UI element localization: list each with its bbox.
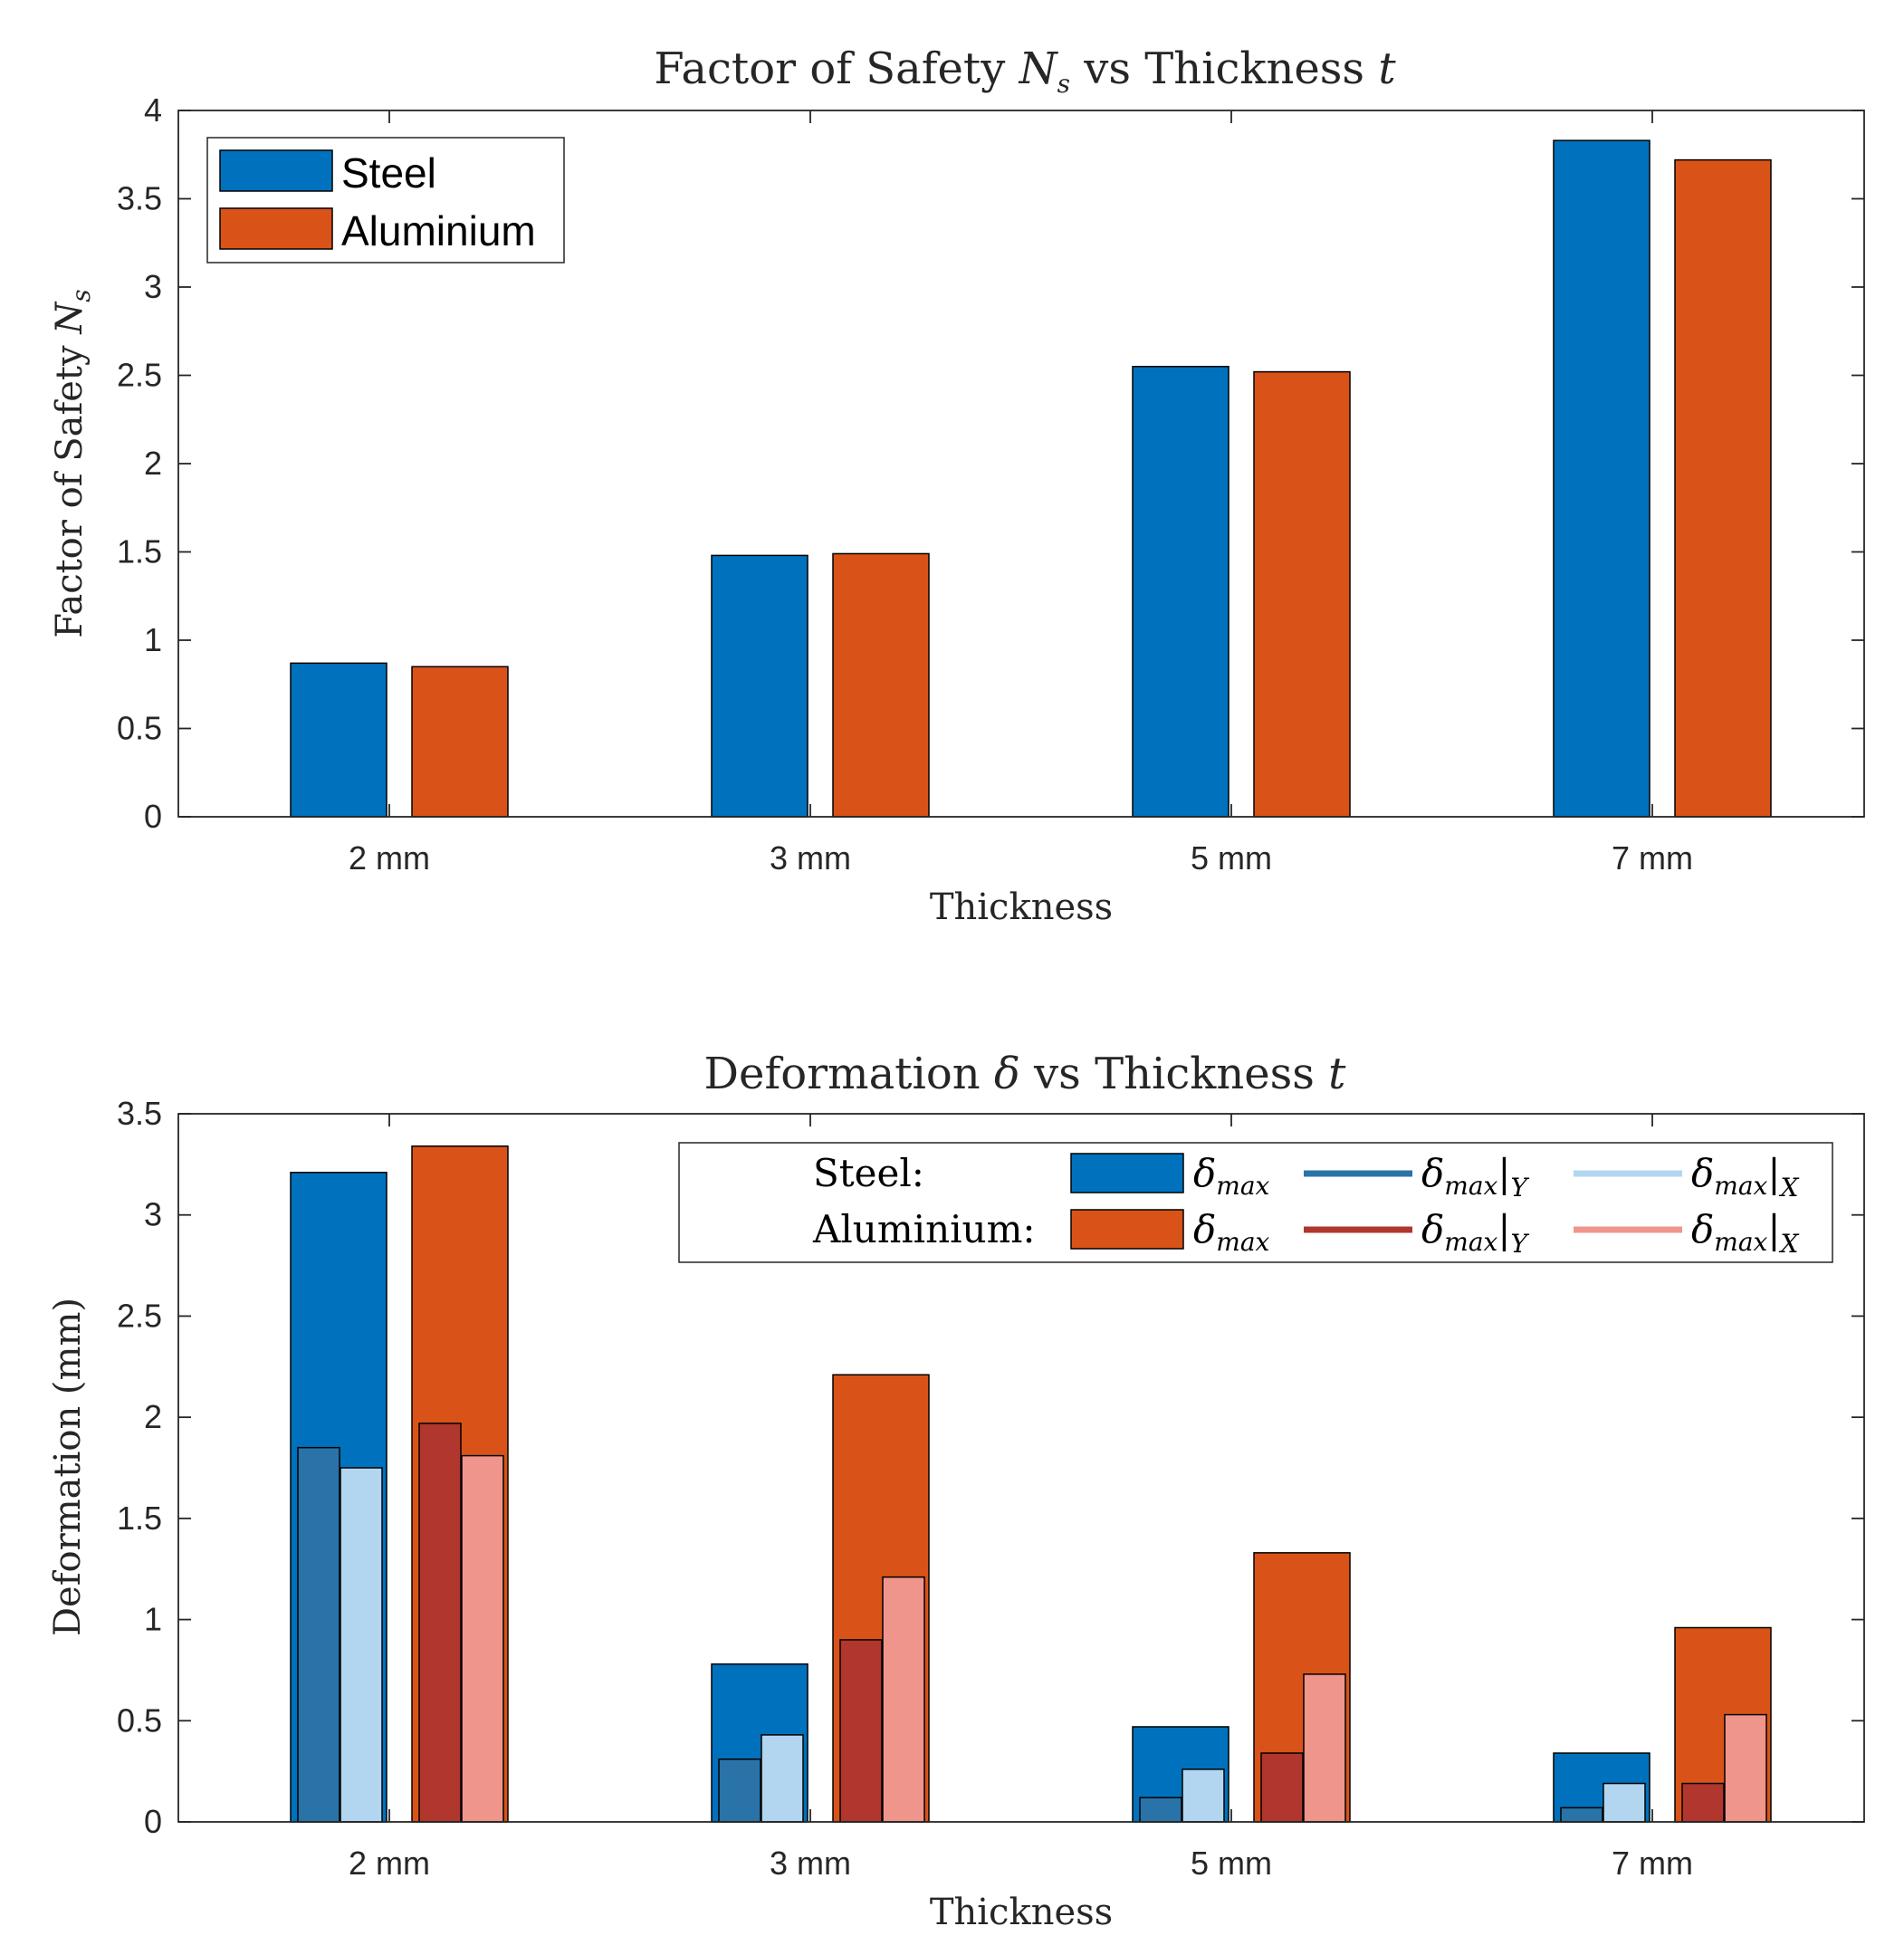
legend-steel-max-swatch [1070,1153,1184,1193]
xtick-label: 7 mm [1612,1845,1693,1882]
safety-yticks: 0 0.5 1 1.5 2 2.5 3 3.5 4 [117,91,1864,835]
xtick-label: 5 mm [1191,1845,1272,1882]
bar-steel-safety [1553,139,1650,818]
safety-ylabel: Factor of Safety Ns [49,289,96,637]
legend-aluminium-x-label: δmax|X [1691,1207,1800,1259]
legend-aluminium-max-swatch [1070,1209,1184,1250]
deformation-axes-box [177,1113,1865,1823]
safety-legend: Steel Aluminium [206,137,565,264]
bar-steel-dmax-x [340,1467,383,1823]
bar-aluminium-dmax-x [461,1454,504,1823]
bar-steel-dmax-y [297,1446,340,1823]
deformation-legend-box [678,1142,1833,1263]
ytick-label: 1 [144,621,162,658]
bar-aluminium-safety [1253,370,1351,818]
bar-aluminium-dmax-y [1260,1752,1304,1823]
legend-steel-swatch [219,149,333,192]
deformation-ylabel: Deformation (mm) [47,1298,89,1636]
ytick-label: 3.5 [117,180,162,217]
xtick-label: 2 mm [349,839,430,877]
safety-xlabel: Thickness [930,886,1113,928]
legend-aluminium-label: Aluminium [341,207,536,254]
deformation-xlabel: Thickness [930,1892,1113,1933]
bar-aluminium-safety [1674,158,1772,818]
legend-steel-row-label: Steel: [813,1151,924,1195]
ytick-label: 2.5 [117,357,162,394]
bar-aluminium-dmax-y [1681,1782,1725,1823]
bar-steel-dmax-y [1560,1806,1603,1823]
deformation-title: Deformation δ vs Thickness t [704,1049,1347,1099]
legend-steel-max-label: δmax [1193,1151,1270,1201]
ytick-label: 0 [144,1803,162,1840]
legend-aluminium-max-label: δmax [1193,1207,1270,1257]
legend-steel-y-label: δmax|Y [1421,1151,1530,1203]
bar-steel-dmax-x [1603,1782,1646,1823]
ytick-label: 4 [144,91,162,129]
ytick-label: 3 [144,268,162,305]
legend-steel-label: Steel [341,149,436,196]
bar-steel-dmax-y [1139,1797,1182,1823]
xtick-label: 3 mm [770,1845,851,1882]
bar-aluminium-dmax-x [882,1576,925,1823]
safety-chart: Factor of Safety Ns vs Thickness t 0 0.5 1… [49,43,1865,928]
ytick-label: 0 [144,798,162,835]
ytick-label: 1.5 [117,533,162,570]
bar-aluminium-dmax-y [418,1423,462,1823]
legend-aluminium-y-label: δmax|Y [1421,1207,1530,1259]
bar-steel-dmax-x [761,1734,804,1823]
deformation-legend: Steel: Aluminium: δmax δmax|Y δmax|X δma… [678,1142,1833,1263]
bar-aluminium-dmax-y [839,1639,883,1823]
bar-aluminium-safety [411,666,509,818]
ytick-label: 0.5 [117,710,162,747]
bar-steel-dmax-x [1182,1768,1225,1823]
legend-aluminium-row-label: Aluminium: [812,1207,1036,1251]
xtick-label: 5 mm [1191,839,1272,877]
xtick-label: 7 mm [1612,839,1693,877]
ytick-label: 0.5 [117,1701,162,1739]
xtick-label: 2 mm [349,1845,430,1882]
deformation-yticks: 0 0.5 1 1.5 2 2.5 3 3.5 [117,1095,1864,1840]
ytick-label: 3 [144,1196,162,1233]
ytick-label: 2 [144,445,162,482]
deformation-chart: Deformation δ vs Thickness t 0 0.5 1 1.5 2 2.… [47,1049,1865,1933]
ytick-label: 1 [144,1601,162,1638]
deformation-xticks: 2 mm 3 mm 5 mm 7 mm [349,1114,1693,1882]
ytick-label: 2.5 [117,1297,162,1334]
legend-aluminium-swatch [219,207,333,250]
bar-steel-safety [290,662,387,818]
bar-aluminium-dmax-x [1724,1713,1767,1823]
ytick-label: 3.5 [117,1095,162,1132]
xtick-label: 3 mm [770,839,851,877]
bar-aluminium-safety [832,552,930,818]
bar-steel-safety [1132,366,1229,818]
ytick-label: 1.5 [117,1500,162,1537]
safety-xticks: 2 mm 3 mm 5 mm 7 mm [349,110,1693,877]
ytick-label: 2 [144,1398,162,1435]
bar-steel-dmax-y [718,1758,761,1823]
deformation-bars [290,1145,1772,1823]
safety-title: Factor of Safety Ns vs Thickness t [654,43,1396,99]
safety-bars [290,139,1772,818]
legend-steel-x-label: δmax|X [1691,1151,1800,1203]
bar-steel-safety [711,554,808,818]
bar-aluminium-dmax-x [1303,1673,1346,1823]
